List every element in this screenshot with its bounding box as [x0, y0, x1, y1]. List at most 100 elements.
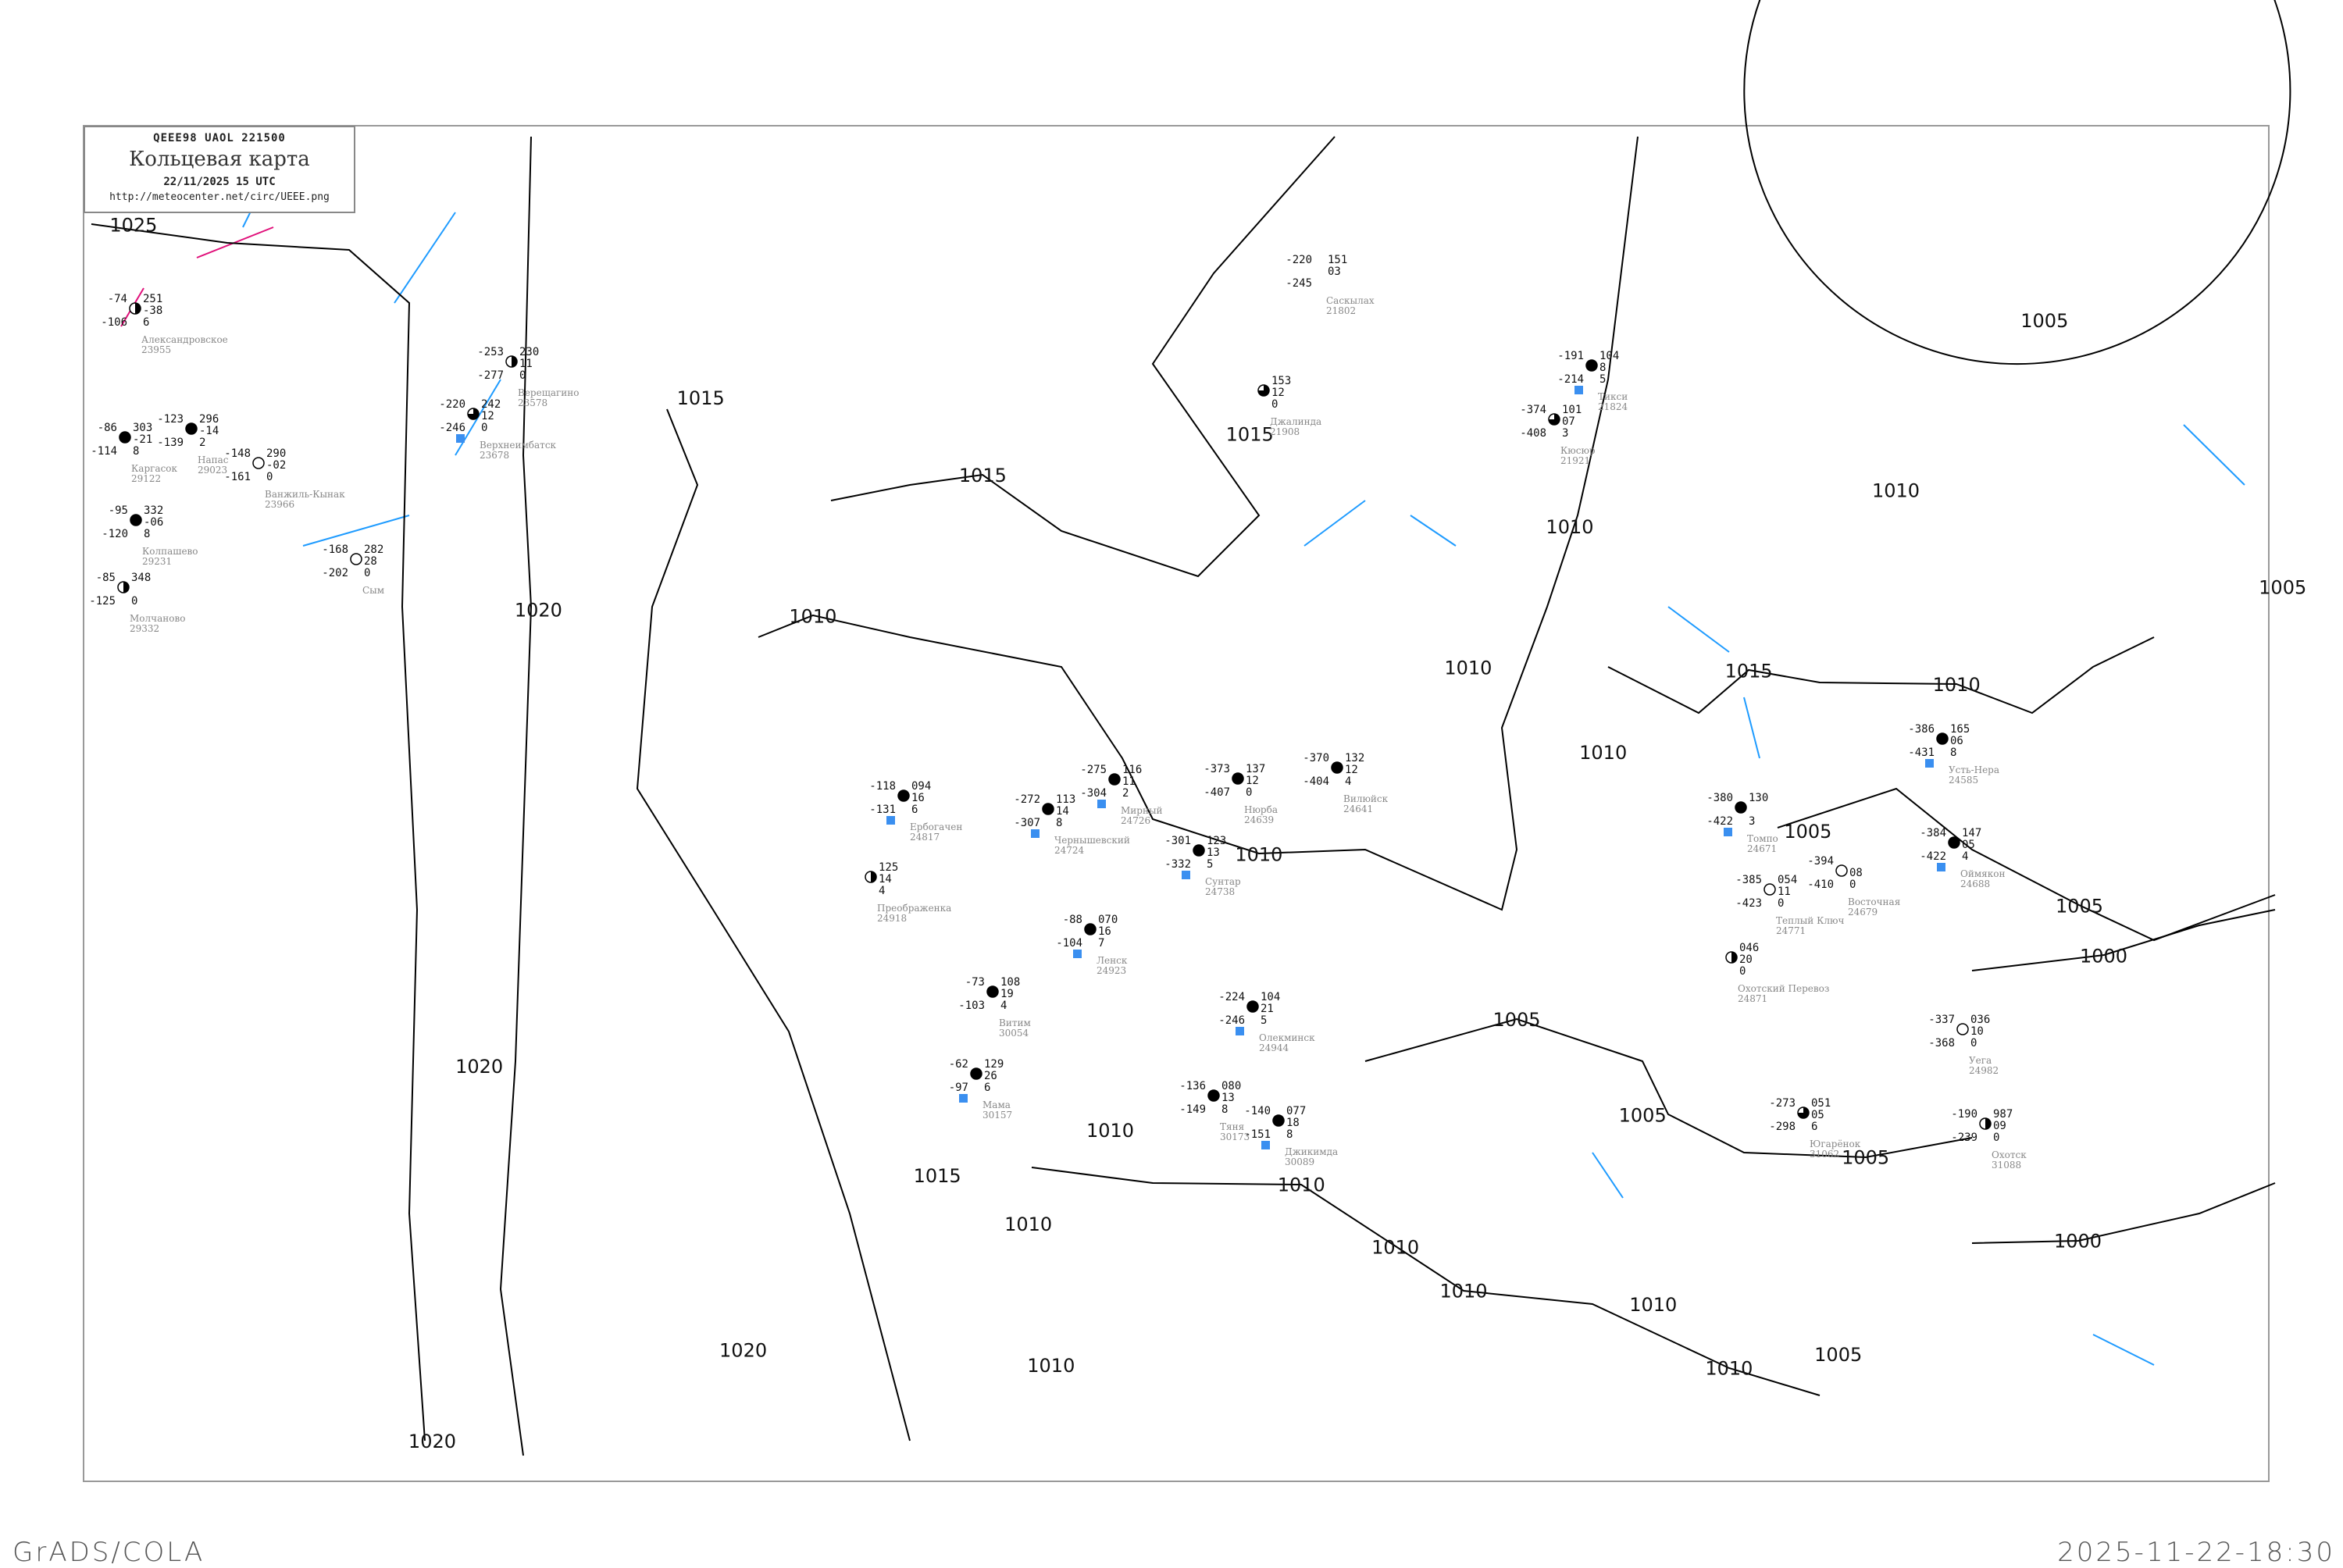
isobar-label: 1005 [2056, 895, 2103, 917]
station-t: -370 [1303, 752, 1329, 764]
station-t: -190 [1951, 1108, 1977, 1121]
isobars [91, 0, 2291, 1456]
station-plots: -74-106251-386Александровское23955-86-11… [89, 254, 2027, 1171]
cloud-cover-icon [897, 789, 910, 802]
map-date: 22/11/2025 15 UTC [163, 176, 276, 188]
cloud-cover-icon [1948, 836, 1960, 849]
isotherm-line [1667, 606, 1730, 653]
station-td: -239 [1951, 1131, 1977, 1144]
cloud-cover-icon [1835, 864, 1848, 877]
station-t: -88 [1063, 914, 1082, 926]
station-p: 094 [911, 780, 931, 793]
station-id: 23678 [480, 450, 509, 461]
station-t: -380 [1706, 792, 1733, 804]
precipitation-marker [456, 434, 465, 443]
station-dp: 11 [1778, 886, 1791, 898]
station-trend: 0 [1246, 786, 1252, 799]
station-dp: 13 [1207, 846, 1220, 859]
cloud-cover-icon [1735, 801, 1747, 814]
station-p: 036 [1970, 1014, 1990, 1026]
station-dp: -14 [199, 425, 219, 437]
station-name: Кюсюр [1560, 445, 1596, 456]
station-name: Мирный [1121, 805, 1163, 816]
precipitation-marker [1073, 950, 1082, 958]
station-td: -161 [224, 471, 251, 483]
station-name: Каргасок [131, 463, 178, 474]
cloud-cover-icon [1246, 1000, 1259, 1013]
station-t: -85 [96, 572, 116, 584]
station-td: -246 [439, 422, 465, 434]
station-trend: 0 [1970, 1037, 1977, 1049]
isobar-line [1364, 1017, 1973, 1159]
station-trend: 0 [1849, 878, 1856, 891]
station-trend: 4 [1000, 1000, 1007, 1012]
station-trend: 3 [1562, 427, 1568, 440]
station-td: -410 [1807, 878, 1834, 891]
isobar-line [1971, 909, 2276, 971]
station-name: Чернышевский [1054, 835, 1130, 846]
station-td: -277 [477, 369, 504, 382]
station-id: 24982 [1969, 1065, 1999, 1076]
cloud-cover-icon [1108, 773, 1121, 786]
station-dp: 03 [1328, 265, 1341, 278]
station-p: 130 [1749, 792, 1768, 804]
station-id: 24585 [1949, 775, 1978, 786]
station-td: -423 [1735, 897, 1762, 910]
station-trend: 8 [133, 445, 139, 458]
station-td: -149 [1179, 1103, 1206, 1116]
station-trend: 5 [1207, 858, 1213, 871]
station-id: 24679 [1848, 907, 1878, 918]
station-dp: 12 [481, 410, 494, 422]
station-t: -86 [98, 422, 117, 434]
station-trend: 5 [1599, 373, 1606, 386]
station-trend: 0 [1739, 965, 1746, 978]
station-t: -148 [224, 447, 251, 460]
precipitation-marker [1261, 1141, 1270, 1149]
station-trend: 8 [1056, 817, 1062, 829]
station-trend: 6 [984, 1082, 990, 1094]
isotherm-line [1410, 515, 1457, 547]
station-trend: 8 [1286, 1128, 1293, 1141]
station-dp: 20 [1739, 953, 1753, 966]
station-td: -120 [102, 528, 128, 540]
cloud-cover-threequarter [1549, 414, 1560, 425]
cloud-cover-icon [1936, 732, 1949, 745]
station-p: 116 [1122, 764, 1142, 776]
bulletin-code: QEEE98 UAOL 221500 [153, 132, 286, 144]
isobar-label: 1010 [1629, 1294, 1677, 1316]
precipitation-marker [886, 816, 895, 825]
station-dp: 10 [1970, 1025, 1984, 1038]
cloud-cover-icon [1207, 1089, 1220, 1102]
station-name: Ербогачен [910, 821, 962, 832]
station-dp: -38 [143, 305, 162, 317]
station-id: 24944 [1259, 1042, 1289, 1053]
isobar-label: 1005 [2259, 577, 2306, 599]
station-trend: 0 [519, 369, 526, 382]
cloud-cover-threequarter [1798, 1107, 1809, 1118]
station-td: -103 [958, 1000, 985, 1012]
station-id: 30157 [982, 1110, 1012, 1121]
station-p: 242 [481, 398, 501, 411]
station-name: Колпашево [142, 546, 198, 557]
station-trend: 8 [1950, 747, 1956, 759]
station-td: -332 [1164, 858, 1191, 871]
station-dp: 05 [1962, 839, 1975, 851]
station-t: -394 [1807, 855, 1834, 868]
isobar-label: 1000 [2080, 945, 2127, 967]
station-td: -307 [1014, 817, 1040, 829]
station-trend: 4 [1962, 850, 1968, 863]
isobar-labels: 1025102010201020102010151015101510151015… [109, 214, 2306, 1452]
station-p: 123 [1207, 835, 1226, 847]
station-id: 24724 [1054, 845, 1085, 856]
station-t: -168 [322, 543, 348, 556]
station-id: 29023 [198, 465, 227, 476]
cloud-cover-icon [185, 422, 198, 435]
station-t: -95 [109, 504, 128, 517]
